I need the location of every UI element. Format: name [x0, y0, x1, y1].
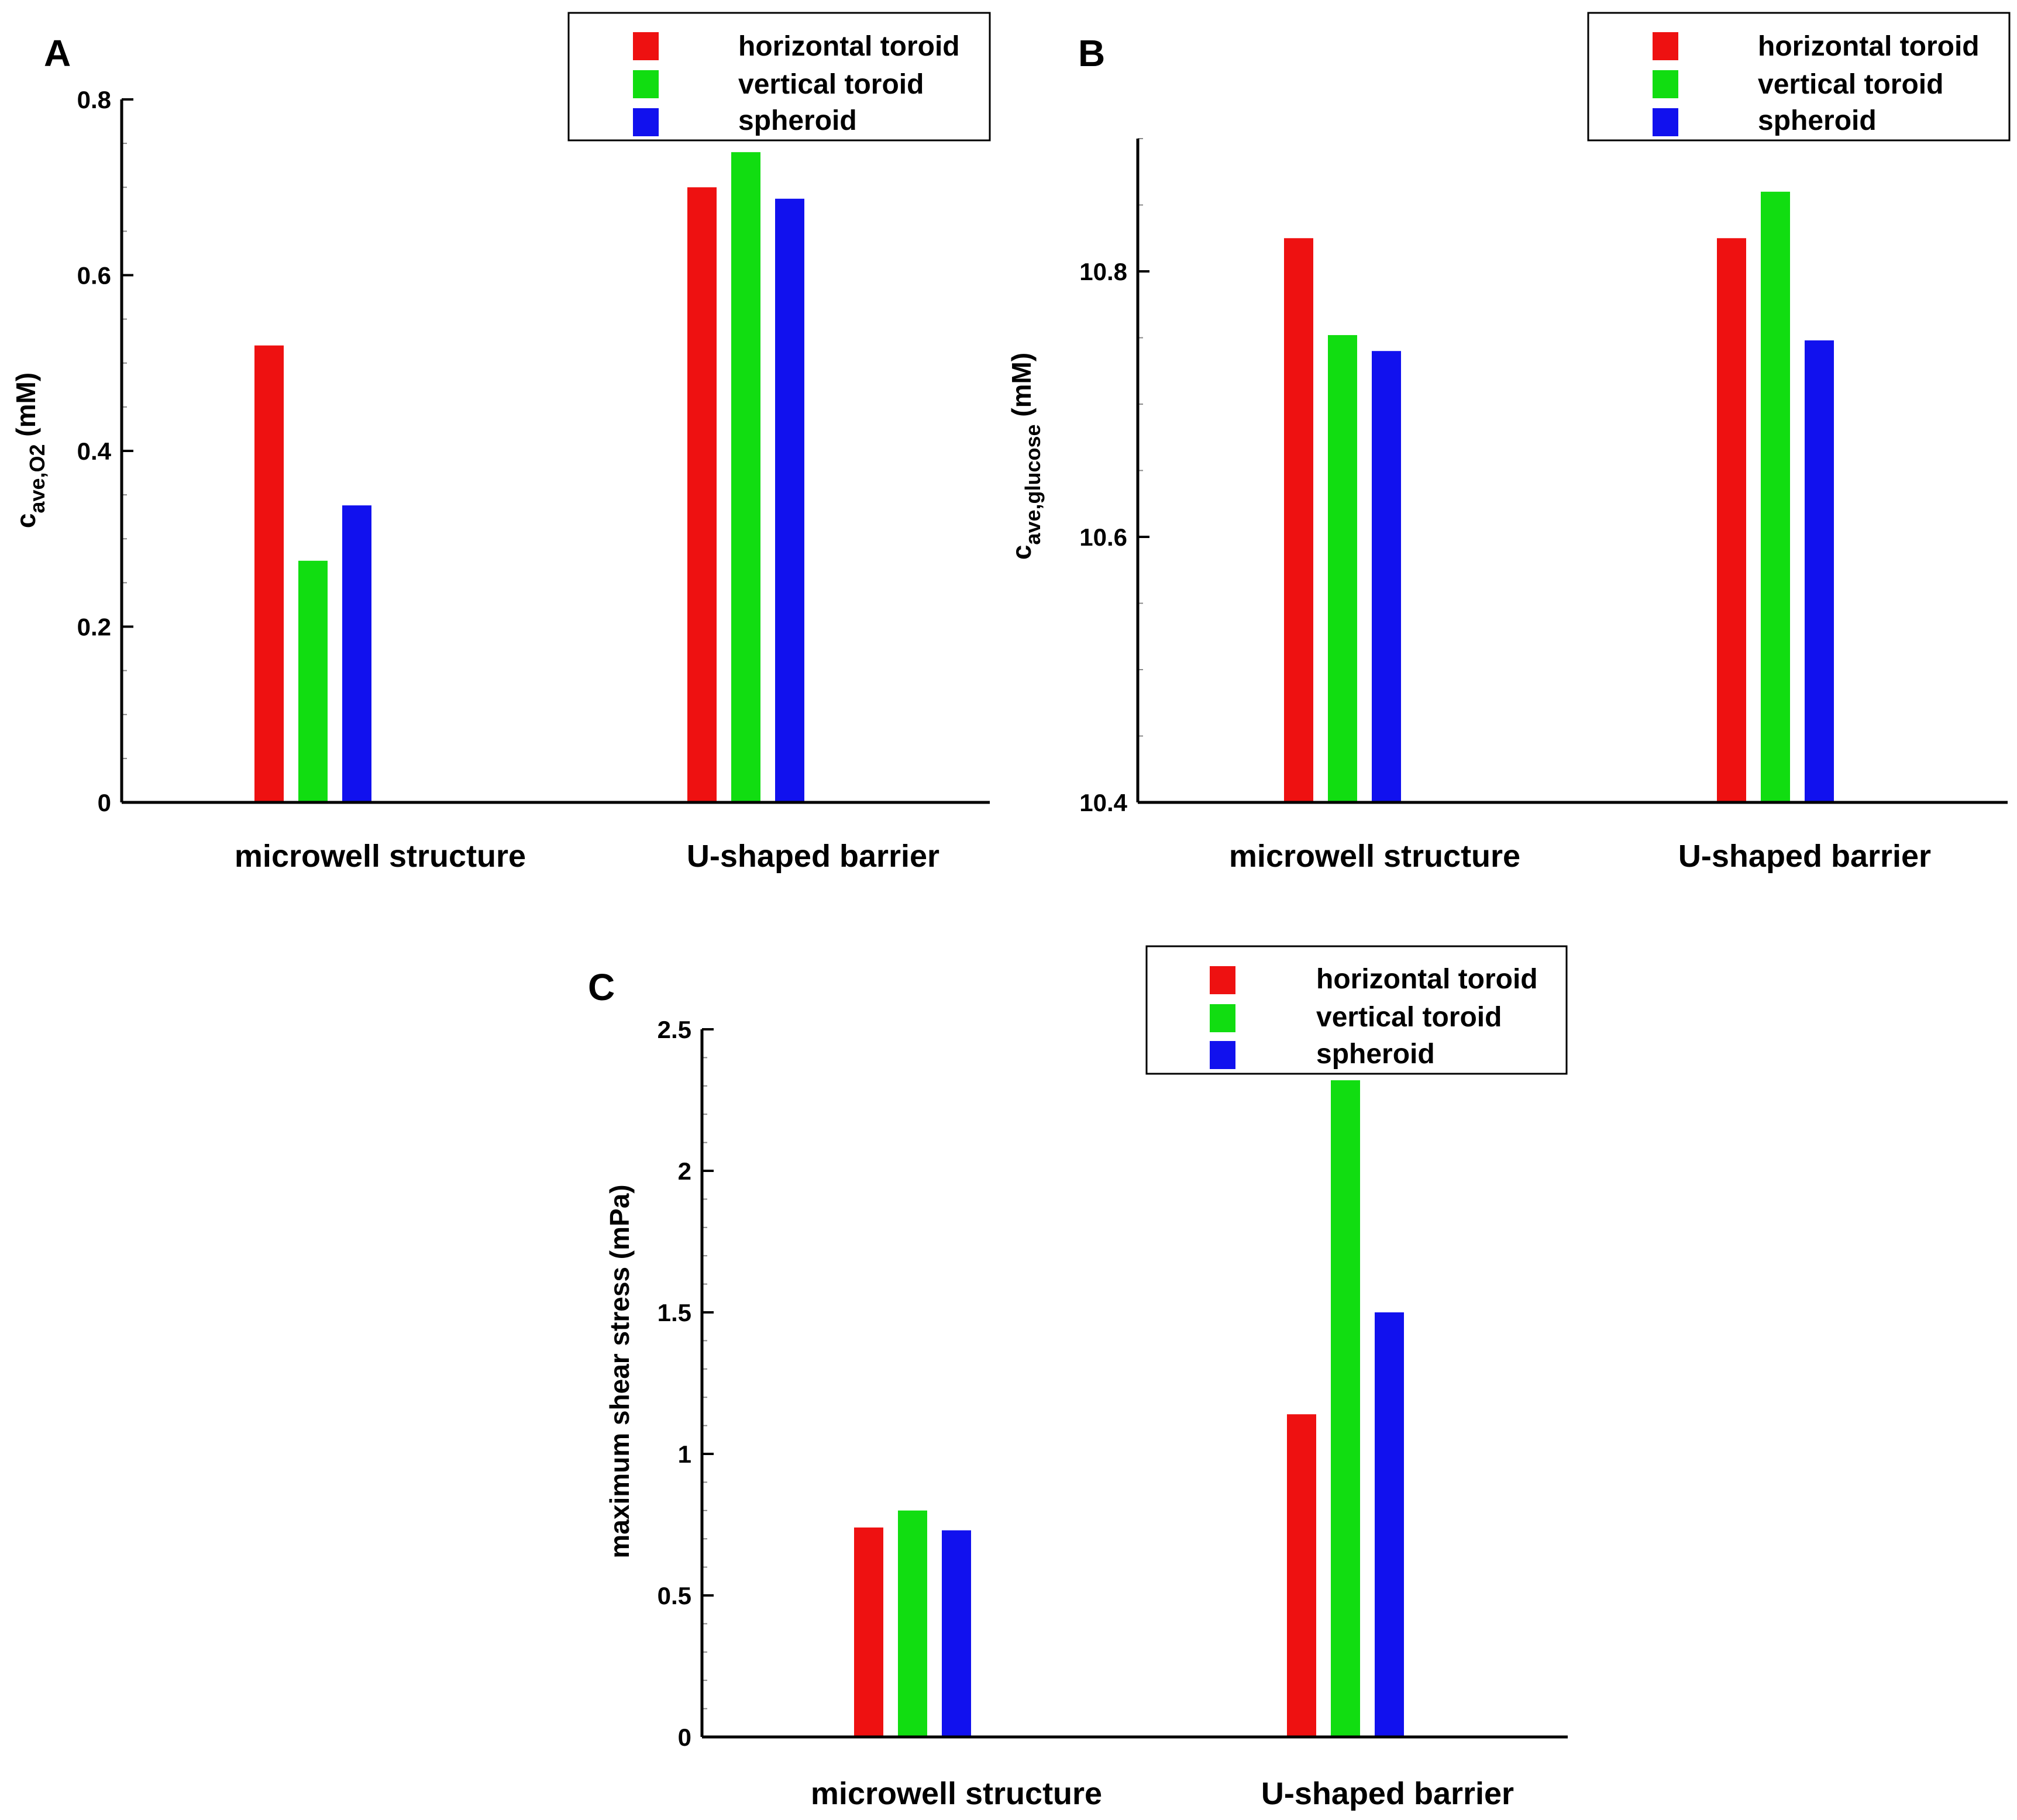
y-tick-label: 10.8: [1079, 258, 1127, 285]
panel-c-y-label: maximum shear stress (mPa): [604, 1184, 635, 1558]
bar-vertical: [1331, 1080, 1360, 1737]
legend-swatch-vertical: [1653, 70, 1678, 98]
panel-a-category-label: U-shaped barrier: [687, 839, 939, 874]
panel-b-tick-labels: 10.4 10.6 10.8: [1079, 258, 1127, 816]
bar-vertical: [1328, 335, 1357, 802]
bar-horizontal: [254, 345, 284, 802]
panel-a: A 0 0.2 0.4 0.6 0.8 cave,O2 (mM) microwell s…: [11, 12, 991, 874]
y-tick-label: 2: [678, 1157, 691, 1185]
panel-c-letter: C: [588, 966, 615, 1008]
panel-c-legend: horizontal toroid vertical toroid sphero…: [1145, 945, 1568, 1075]
panel-b-category-label: microwell structure: [1229, 839, 1520, 874]
panel-a-legend: horizontal toroid vertical toroid sphero…: [567, 12, 991, 142]
panel-a-category-label: microwell structure: [235, 839, 526, 874]
panel-c-category-label: microwell structure: [811, 1776, 1102, 1811]
panel-b-ticks: [1138, 138, 1149, 804]
bar-spheroid: [1375, 1312, 1404, 1737]
panel-c: C 0 0.5 1 1.5 2 2.5 maximum shear stress (mPa…: [588, 945, 1568, 1811]
legend-label: vertical toroid: [1316, 1002, 1502, 1033]
panel-c-ticks: [702, 1028, 714, 1738]
panel-c-tick-labels: 0 0.5 1 1.5 2 2.5: [658, 1016, 691, 1751]
bar-horizontal: [854, 1527, 883, 1737]
bar-horizontal: [1284, 238, 1313, 802]
legend-label: spheroid: [1316, 1039, 1435, 1070]
panel-b-y-label: cave,glucose (mM): [1006, 353, 1045, 560]
legend-swatch-horizontal: [1653, 32, 1678, 60]
y-tick-label: 0: [98, 789, 111, 816]
y-tick-label: 0.4: [77, 437, 112, 465]
legend-swatch-spheroid: [633, 108, 659, 136]
legend-swatch-spheroid: [1653, 108, 1678, 136]
panel-a-letter: A: [44, 32, 71, 74]
bar-spheroid: [342, 505, 371, 802]
bar-vertical: [1761, 191, 1790, 802]
panel-b-category-label: U-shaped barrier: [1678, 839, 1931, 874]
y-tick-label: 0.5: [658, 1582, 691, 1609]
y-tick-label: 1.5: [658, 1299, 691, 1326]
legend-swatch-spheroid: [1210, 1041, 1235, 1069]
y-tick-label: 10.4: [1079, 789, 1127, 816]
bar-spheroid: [1805, 340, 1834, 802]
legend-label: spheroid: [738, 105, 857, 136]
legend-label: horizontal toroid: [738, 31, 960, 62]
legend-swatch-horizontal: [633, 32, 659, 60]
bar-spheroid: [942, 1530, 971, 1737]
legend-label: spheroid: [1758, 105, 1877, 136]
bar-spheroid: [1372, 351, 1401, 802]
panel-b-letter: B: [1078, 32, 1105, 74]
panel-c-bars: [854, 1080, 1404, 1737]
y-tick-label: 0.6: [77, 262, 111, 289]
bar-horizontal: [1287, 1414, 1316, 1737]
panel-b-legend: horizontal toroid vertical toroid sphero…: [1587, 12, 2011, 142]
panel-c-category-label: U-shaped barrier: [1261, 1776, 1514, 1811]
legend-swatch-vertical: [633, 70, 659, 98]
legend-label: horizontal toroid: [1316, 964, 1538, 995]
legend-label: vertical toroid: [1758, 69, 1943, 100]
panel-a-tick-labels: 0 0.2 0.4 0.6 0.8: [77, 86, 112, 816]
y-tick-label: 0.8: [77, 86, 111, 113]
bar-horizontal: [1717, 238, 1746, 802]
panel-b-bars: [1284, 191, 1834, 802]
panel-a-y-label: cave,O2 (mM): [11, 373, 49, 528]
y-tick-label: 10.6: [1079, 523, 1127, 551]
legend-label: horizontal toroid: [1758, 31, 1980, 62]
legend-swatch-vertical: [1210, 1004, 1235, 1032]
legend-swatch-horizontal: [1210, 966, 1235, 994]
bar-spheroid: [775, 198, 804, 803]
legend-label: vertical toroid: [738, 69, 924, 100]
y-tick-label: 0: [678, 1724, 691, 1751]
y-tick-label: 0.2: [77, 613, 111, 641]
panel-a-ticks: [122, 98, 133, 804]
bar-horizontal: [687, 187, 717, 802]
panel-b: B 10.4 10.6 10.8 cave,glucose (mM) microwe…: [1006, 12, 2011, 874]
panel-a-bars: [254, 152, 804, 803]
bar-vertical: [731, 152, 760, 802]
y-tick-label: 1: [678, 1440, 691, 1468]
bar-vertical: [898, 1510, 927, 1737]
bar-vertical: [298, 560, 328, 802]
y-tick-label: 2.5: [658, 1016, 691, 1043]
